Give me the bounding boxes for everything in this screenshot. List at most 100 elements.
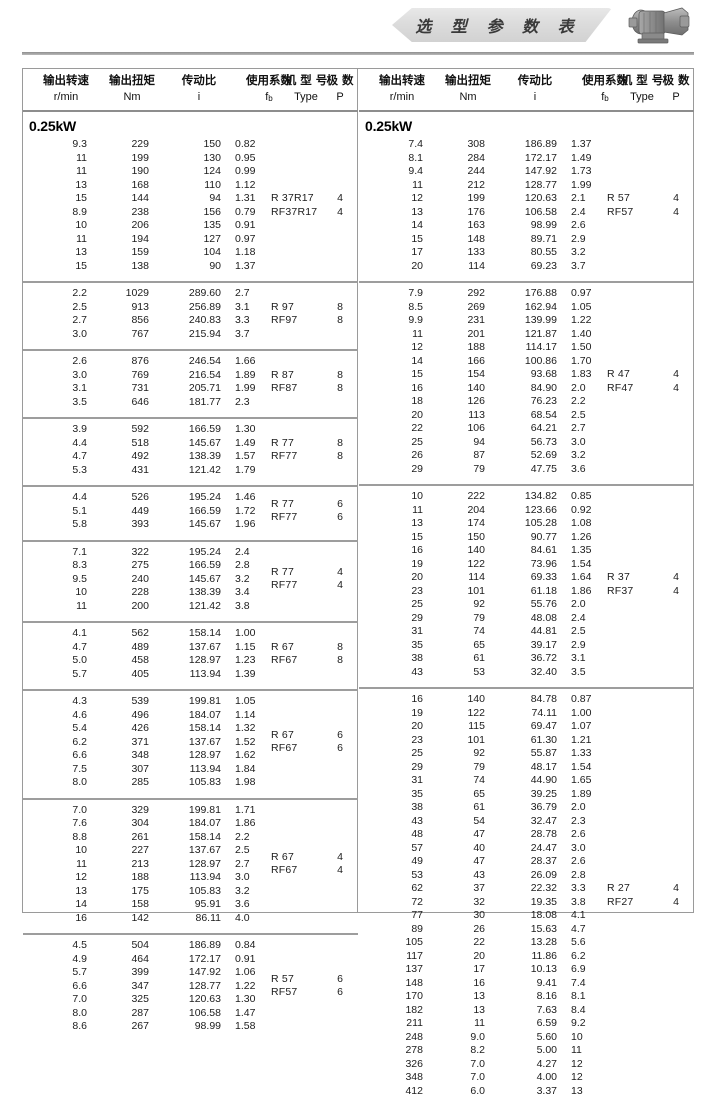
table-header-right: 输出转速 输出扭矩 传动比 使用系数机 型 号极 数 r/min Nm i fb Type P	[359, 68, 694, 112]
cell-i: 121.42	[188, 599, 221, 612]
cell-f: 2.0	[571, 598, 586, 610]
cell-rmin: 7.6	[72, 817, 87, 829]
spec-block: 2.6 876 246.54 1.66 3.0 769 216.54 1.89 3.1 731 20…	[23, 355, 358, 417]
cell-i: 69.47	[530, 720, 557, 732]
cell-rmin: 35	[411, 787, 423, 800]
cell-f: 1.54	[571, 557, 592, 570]
cell-nm: 53	[473, 665, 485, 678]
cell-f: 1.57	[235, 450, 256, 462]
cell-nm: 199	[131, 151, 149, 164]
cell-nm: 79	[473, 611, 485, 624]
cell-nm: 16	[473, 976, 485, 989]
cell-poles: 4	[337, 850, 343, 863]
column-header-cn-5: 极 数	[326, 73, 354, 87]
cell-i: 128.97	[188, 654, 221, 666]
cell-f: 1.70	[571, 354, 592, 367]
cell-i: 100.86	[524, 354, 557, 367]
cell-poles: 4	[673, 368, 679, 380]
table-row: 4.5 504 186.89 0.84	[23, 939, 358, 953]
cell-nm: 94	[473, 435, 485, 448]
cell-poles: 8	[337, 436, 343, 449]
cell-i: 24.47	[530, 841, 557, 854]
cell-i: 86.11	[195, 911, 222, 924]
cell-f: 6.9	[571, 963, 586, 975]
cell-i: 158.14	[188, 627, 221, 639]
cell-rmin: 20	[411, 259, 423, 272]
table-row: 14 166 100.86 1.70	[359, 355, 694, 369]
cell-f: 1.00	[235, 627, 256, 639]
cell-f: 0.84	[235, 939, 256, 951]
cell-nm: 267	[131, 1020, 149, 1032]
column-header-cn-2: 传动比	[181, 73, 217, 87]
cell-f: 1.47	[235, 1006, 256, 1019]
table-row: 4.3 539 199.81 1.05	[23, 695, 358, 709]
cell-nm: 17	[473, 963, 485, 975]
cell-nm: 489	[131, 640, 149, 653]
cell-rmin: 8.9	[72, 205, 87, 218]
banner-title: 选 型 参 数 表	[415, 17, 581, 36]
spec-block: 7.4 308 186.89 1.37 8.1 284 172.17 1.49 9.4 244 14…	[359, 138, 694, 281]
table-row: 4.6 496 184.07 1.14	[23, 709, 358, 723]
cell-f: 1.32	[235, 722, 256, 734]
cell-nm: 61	[473, 652, 485, 664]
table-row: 8.0 287 106.58 1.47	[23, 1007, 358, 1021]
cell-f: 1.49	[571, 151, 592, 164]
spec-block: 4.1 562 158.14 1.00 4.7 489 137.67 1.15 5.0 458 12…	[23, 627, 358, 689]
cell-nm: 238	[131, 205, 149, 218]
cell-nm: 526	[131, 491, 149, 503]
cell-f: 4.1	[571, 909, 586, 921]
cell-f: 0.87	[571, 693, 592, 705]
cell-i: 89.71	[530, 232, 557, 245]
cell-rmin: 8.1	[408, 151, 423, 164]
cell-nm: 158	[131, 898, 149, 910]
header-divider-rule	[22, 52, 694, 55]
cell-f: 1.21	[571, 733, 592, 746]
cell-nm: 876	[131, 355, 149, 367]
cell-i: 90.77	[530, 530, 557, 543]
cell-i: 166.59	[188, 504, 221, 517]
cell-nm: 913	[131, 300, 149, 313]
table-row: 16 140 84.90 2.0	[359, 382, 694, 396]
cell-i: 95.91	[194, 898, 221, 910]
cell-poles: 8	[337, 300, 343, 313]
cell-rmin: 23	[411, 584, 423, 597]
cell-rmin: 29	[411, 462, 423, 475]
cell-rmin: 5.0	[72, 654, 87, 666]
cell-rmin: 3.0	[72, 368, 87, 381]
cell-i: 199.81	[188, 803, 221, 816]
cell-rmin: 12	[411, 341, 423, 353]
cell-poles: 6	[337, 972, 343, 985]
cell-f: 1.31	[235, 192, 256, 204]
cell-f: 1.73	[571, 165, 592, 177]
table-row: 31 74 44.90 1.65	[359, 774, 694, 788]
cell-nm: 114	[468, 259, 485, 272]
cell-i: 113.94	[189, 762, 221, 775]
cell-f: 3.7	[571, 259, 586, 272]
cell-nm: 114	[468, 571, 485, 583]
cell-i: 36.79	[530, 801, 557, 813]
cell-poles: 8	[337, 640, 343, 653]
cell-i: 28.78	[530, 828, 557, 840]
cell-i: 4.00	[536, 1071, 557, 1083]
table-row: 62 37 22.32 3.3	[359, 882, 694, 896]
cell-i: 19.35	[530, 895, 557, 908]
cell-nm: 87	[473, 449, 485, 461]
cell-i: 4.27	[536, 1057, 557, 1070]
spec-block: 7.1 322 195.24 2.4 8.3 275 166.59 2.8 9.5 240 145.…	[23, 546, 358, 622]
cell-nm: 347	[131, 979, 149, 992]
cell-i: 94	[209, 192, 221, 204]
cell-i: 36.72	[530, 652, 557, 664]
table-row: 23 101 61.30 1.21	[359, 734, 694, 748]
cell-f: 2.6	[571, 219, 586, 231]
cell-rmin: 148	[405, 976, 423, 989]
cell-nm: 54	[473, 814, 485, 827]
table-row: 8.1 284 172.17 1.49	[359, 152, 694, 166]
cell-nm: 399	[131, 966, 149, 978]
cell-rmin: 4.1	[72, 627, 87, 639]
cell-i: 121.87	[524, 327, 557, 340]
table-row: 11 194 127 0.97	[23, 233, 358, 247]
cell-nm: 228	[131, 586, 149, 598]
cell-f: 1.49	[235, 436, 256, 449]
cell-poles: 4	[673, 571, 679, 583]
cell-rmin: 13	[75, 178, 87, 191]
